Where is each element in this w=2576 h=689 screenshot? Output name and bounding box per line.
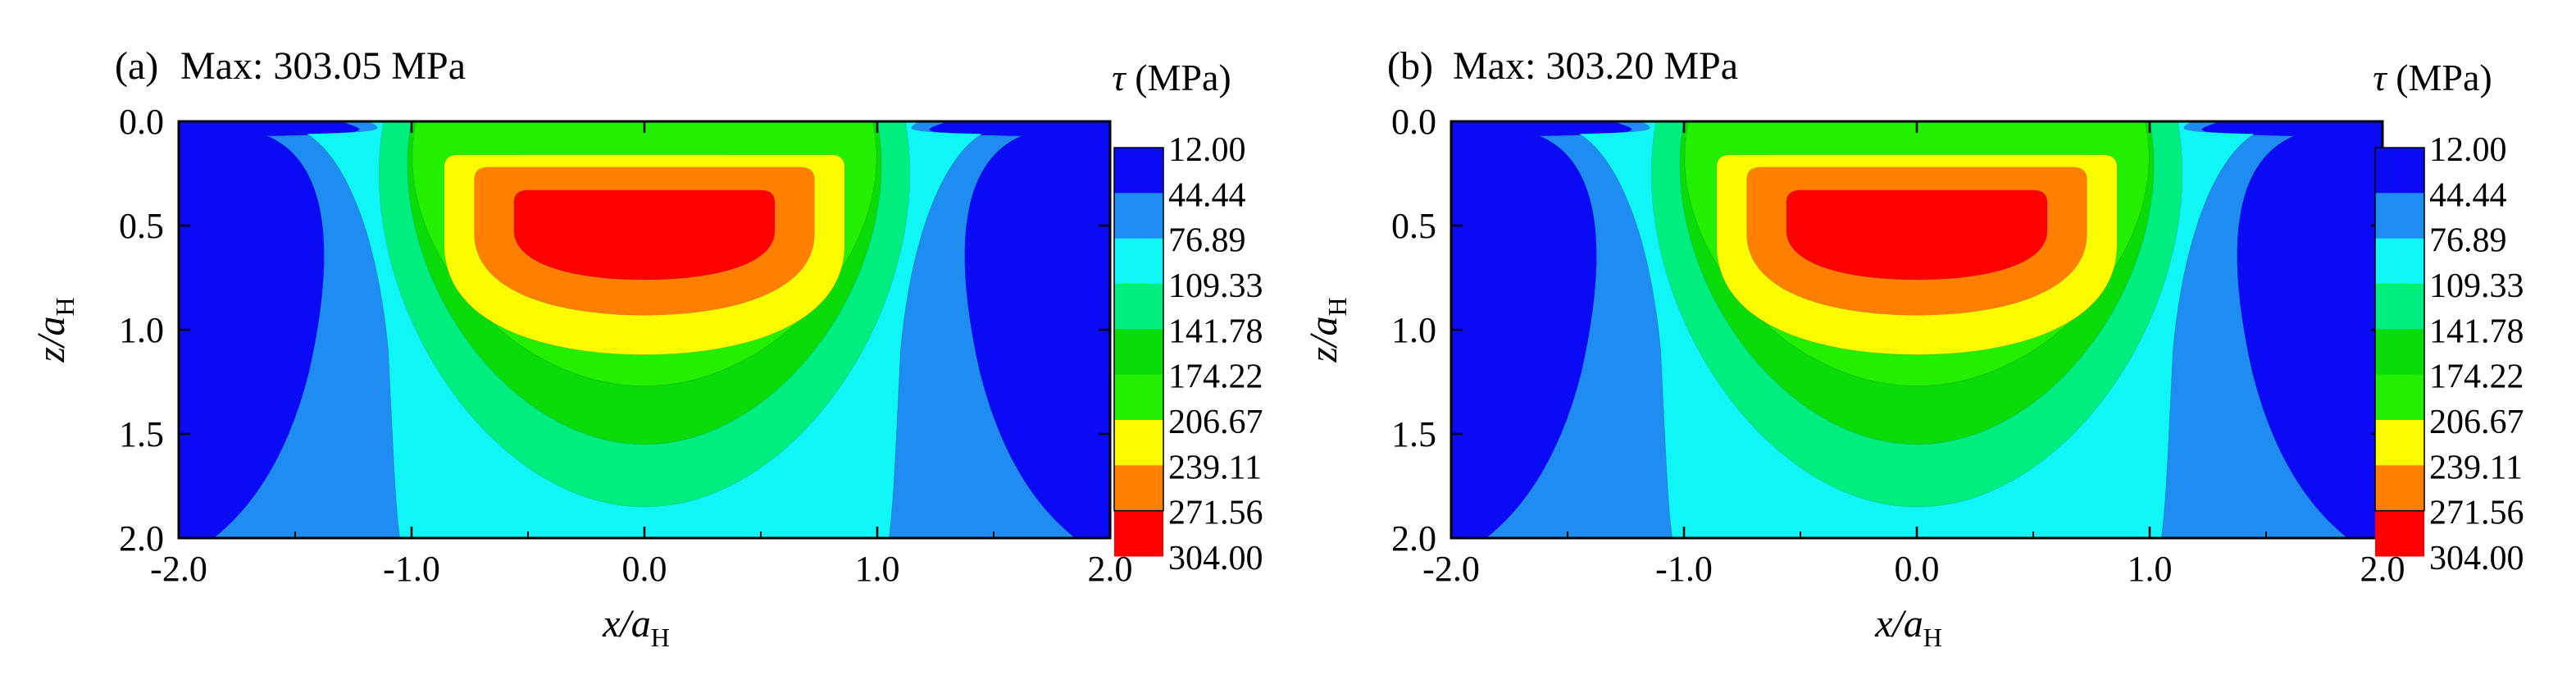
panel-a: -2.0 -1.0 0.0 1.0 2.00.00.51.01.52.0x/aHz/aH…: [30, 44, 1263, 652]
colorbar-swatch-109.33: [2375, 284, 2424, 330]
x-axis-label-base: x/a: [602, 602, 651, 646]
y-tick-label: 2.0: [119, 518, 164, 559]
y-tick-label: 1.0: [1391, 310, 1436, 350]
colorbar-swatch-44.44: [2375, 193, 2424, 240]
panel-b: -2.0 -1.0 0.0 1.0 2.00.00.51.01.52.0x/aHz/aH…: [1302, 44, 2524, 652]
colorbar-label: 174.22: [1168, 358, 1263, 396]
y-tick-label: 0.0: [1391, 102, 1436, 142]
x-axis-label: x/aH: [602, 602, 670, 652]
colorbar-label: 12.00: [1168, 131, 1246, 169]
y-tick-label: 1.5: [119, 414, 164, 454]
contour-level-271.56: [513, 189, 776, 281]
y-tick-label: 2.0: [1391, 518, 1436, 559]
x-tick-label: -1.0: [1655, 549, 1713, 589]
colorbar-title-unit: (MPa): [2387, 57, 2492, 98]
colorbar-title: τ (MPa): [1112, 57, 1231, 98]
x-axis-label-sub: H: [651, 623, 670, 652]
x-tick-label: 1.0: [855, 549, 900, 589]
colorbar-frame: [1113, 147, 1164, 512]
y-axis-label-sub: H: [1322, 297, 1352, 316]
colorbar-frame: [2374, 147, 2425, 512]
colorbar-label: 12.00: [2429, 131, 2507, 169]
colorbar-swatch-76.89: [2375, 238, 2424, 285]
x-tick-label: -2.0: [150, 549, 207, 589]
colorbar-swatch-44.44: [1114, 193, 1163, 240]
colorbar-label: 109.33: [2429, 267, 2524, 305]
chart-title: Max: 303.05 MPa: [180, 44, 466, 88]
panel-label: (b): [1387, 44, 1433, 88]
colorbar-swatch-12.00: [1114, 148, 1163, 194]
y-axis-label-base: z/a: [30, 317, 73, 363]
x-axis-label: x/aH: [1874, 602, 1942, 652]
colorbar-swatch-12.00: [2375, 148, 2424, 194]
colorbar-swatch-109.33: [1114, 284, 1163, 330]
chart-title: Max: 303.20 MPa: [1453, 44, 1738, 88]
colorbar-swatch-271.56: [2375, 510, 2424, 557]
colorbar-title-symbol: τ: [1112, 57, 1126, 98]
panel-label: (a): [115, 44, 158, 88]
x-tick-label: 0.0: [1895, 549, 1940, 589]
colorbar-label: 304.00: [2429, 540, 2524, 577]
colorbar-label: 174.22: [2429, 358, 2524, 396]
colorbar-label: 76.89: [2429, 222, 2507, 260]
colorbar-swatch-206.67: [2375, 420, 2424, 466]
colorbar-label: 44.44: [1168, 176, 1246, 214]
y-tick-label: 1.0: [119, 310, 164, 350]
colorbar-swatch-174.22: [1114, 374, 1163, 421]
colorbar-title-unit: (MPa): [1126, 57, 1231, 98]
colorbar-label: 271.56: [1168, 495, 1263, 532]
y-tick-label: 0.0: [119, 102, 164, 142]
plot-area: [179, 121, 1110, 538]
y-axis-label-sub: H: [50, 297, 80, 316]
x-axis-label-base: x/a: [1874, 602, 1923, 646]
colorbar-title-symbol: τ: [2373, 57, 2387, 98]
colorbar-label: 141.78: [1168, 313, 1263, 350]
x-tick-label: -1.0: [383, 549, 440, 589]
x-tick-label: -2.0: [1422, 549, 1480, 589]
colorbar-label: 206.67: [1168, 404, 1263, 441]
colorbar-label: 44.44: [2429, 176, 2507, 214]
x-tick-label: 0.0: [622, 549, 667, 589]
colorbar-label: 141.78: [2429, 313, 2524, 350]
colorbar-label: 239.11: [2429, 449, 2523, 486]
colorbar-swatch-239.11: [2375, 465, 2424, 512]
colorbar-swatch-206.67: [1114, 420, 1163, 466]
colorbar-title: τ (MPa): [2373, 57, 2492, 98]
y-tick-label: 1.5: [1391, 414, 1436, 454]
y-axis-label-base: z/a: [1302, 317, 1345, 363]
colorbar-swatch-174.22: [2375, 374, 2424, 421]
y-axis-label: z/aH: [1302, 297, 1352, 363]
colorbar-swatch-239.11: [1114, 465, 1163, 512]
colorbar-label: 271.56: [2429, 495, 2524, 532]
plot-area: [1451, 121, 2383, 538]
colorbar-swatch-141.78: [1114, 329, 1163, 376]
colorbar-swatch-271.56: [1114, 510, 1163, 557]
y-tick-label: 0.5: [119, 206, 164, 246]
x-tick-label: 1.0: [2128, 549, 2173, 589]
x-axis-label-sub: H: [1923, 623, 1942, 652]
colorbar-label: 76.89: [1168, 222, 1246, 260]
colorbar-swatch-141.78: [2375, 329, 2424, 376]
colorbar-label: 239.11: [1168, 449, 1262, 486]
y-axis-label: z/aH: [30, 297, 80, 363]
y-tick-label: 0.5: [1391, 206, 1436, 246]
colorbar-label: 304.00: [1168, 540, 1263, 577]
contour-level-271.56: [1786, 189, 2048, 281]
colorbar-label: 206.67: [2429, 404, 2524, 441]
colorbar-swatch-76.89: [1114, 238, 1163, 285]
colorbar-label: 109.33: [1168, 267, 1263, 305]
